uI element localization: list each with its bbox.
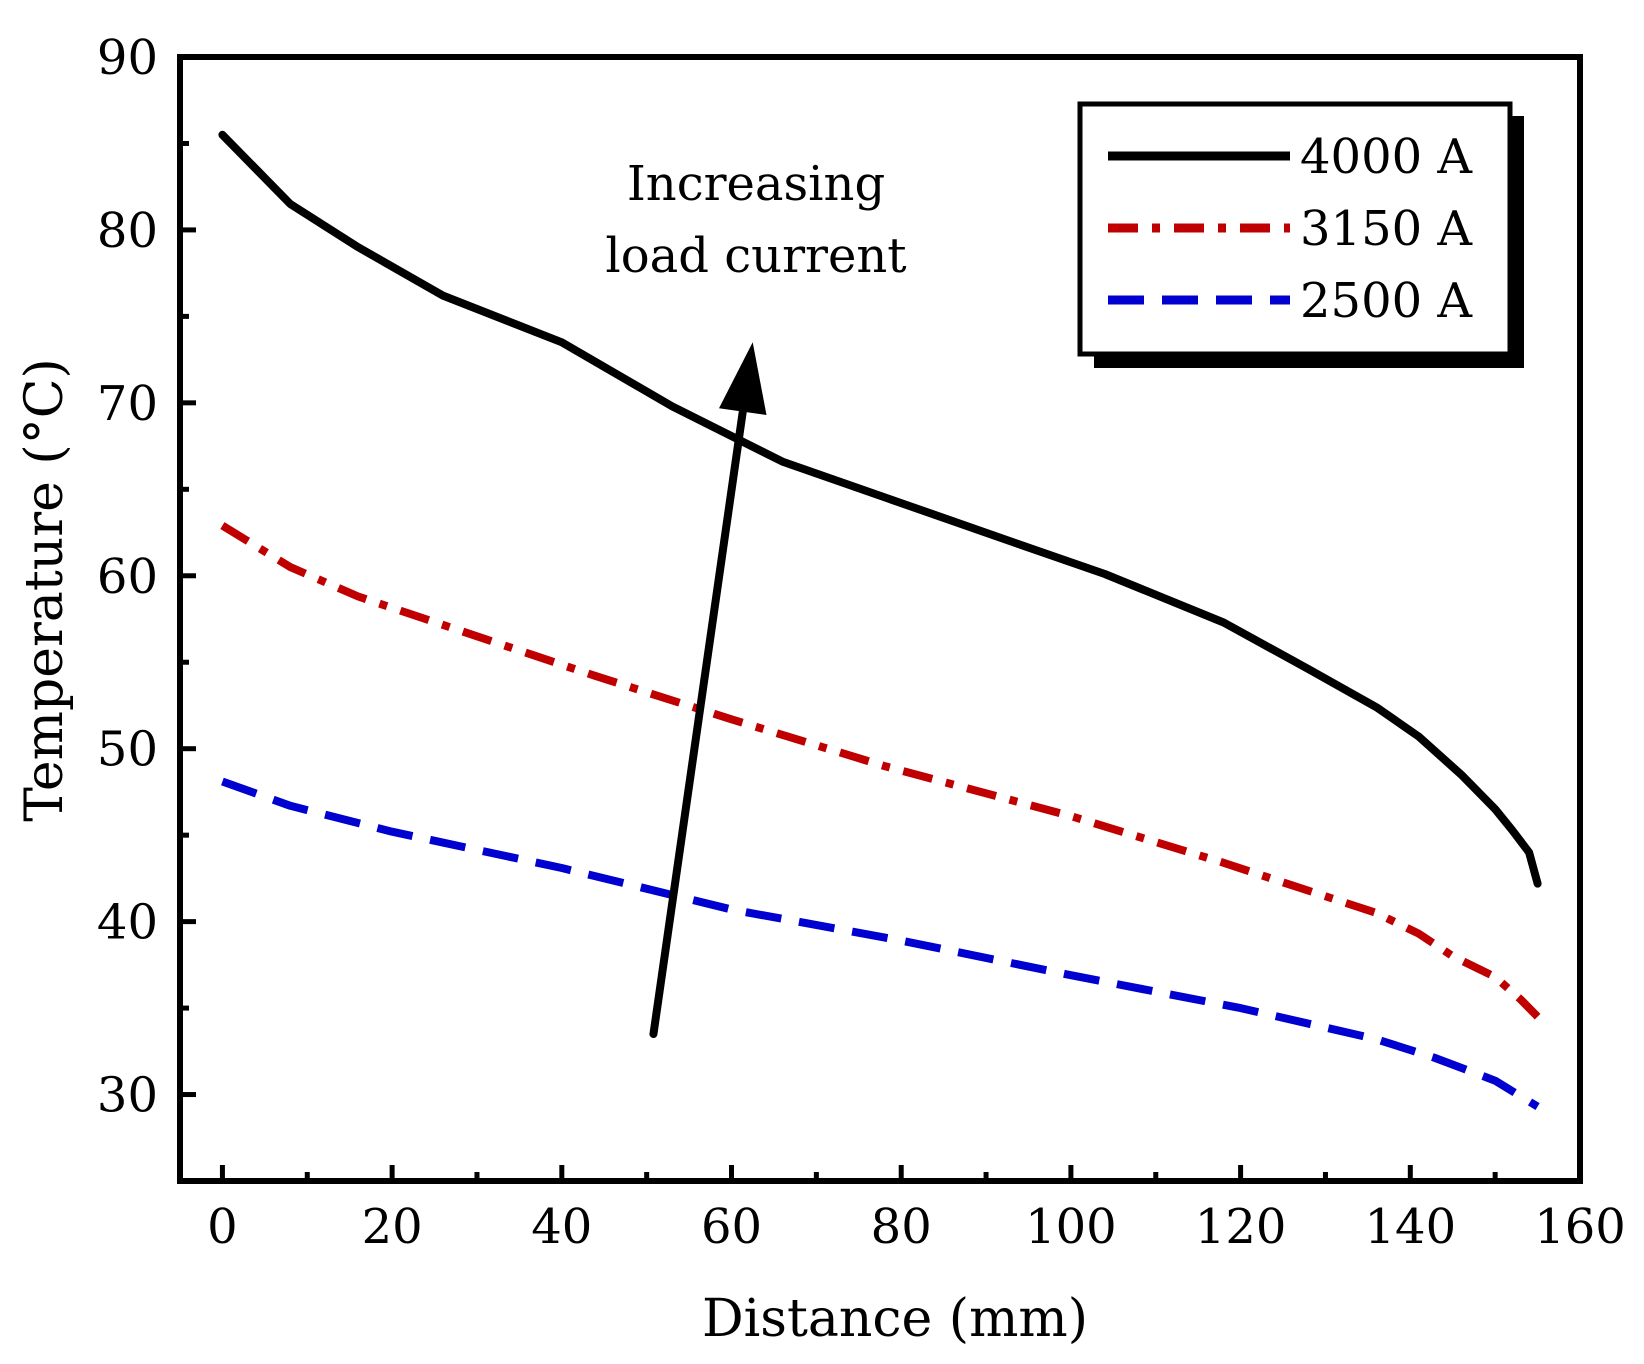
series-line-2500-a — [221, 777, 1540, 1111]
x-tick-label: 0 — [207, 1199, 238, 1255]
annotation-arrow-shaft — [649, 407, 747, 1039]
legend-label-2500: 2500 A — [1300, 273, 1473, 329]
x-tick-label: 120 — [1195, 1199, 1287, 1255]
y-tick-label: 80 — [97, 203, 158, 259]
annotation-line-2: load current — [605, 228, 906, 284]
x-tick-label: 80 — [871, 1199, 932, 1255]
series-line-4000-a — [218, 130, 1542, 888]
y-axis-title: Temperature (°C) — [15, 358, 75, 822]
legend: 4000 A 3150 A 2500 A — [1077, 101, 1524, 368]
y-tick-label: 90 — [97, 30, 158, 86]
x-tick-label: 140 — [1364, 1199, 1456, 1255]
y-tick-label: 70 — [97, 376, 158, 432]
annotation: Increasing load current — [605, 156, 907, 1039]
legend-box — [1077, 101, 1513, 357]
legend-label-4000: 4000 A — [1300, 129, 1473, 185]
x-tick-label: 40 — [531, 1199, 592, 1255]
x-tick-label: 20 — [362, 1199, 423, 1255]
x-axis-title: Distance (mm) — [702, 1289, 1088, 1349]
legend-label-3150: 3150 A — [1300, 201, 1473, 257]
series-line-3150-a — [220, 522, 1541, 1020]
tick-labels: 0 20 40 60 80 100 120 140 160 30 40 50 60 70 80 90 — [97, 30, 1626, 1255]
plot-frame — [177, 54, 1583, 1184]
y-tick-label: 50 — [97, 722, 158, 778]
y-tick-label: 40 — [97, 895, 158, 951]
x-tick-label: 100 — [1025, 1199, 1117, 1255]
annotation-arrow-head — [719, 342, 767, 415]
series-layer — [218, 130, 1542, 1111]
x-tick-label: 60 — [701, 1199, 762, 1255]
x-tick-label: 160 — [1534, 1199, 1626, 1255]
annotation-line-1: Increasing — [627, 156, 885, 212]
y-tick-label: 30 — [97, 1068, 158, 1124]
y-tick-label: 60 — [97, 549, 158, 605]
